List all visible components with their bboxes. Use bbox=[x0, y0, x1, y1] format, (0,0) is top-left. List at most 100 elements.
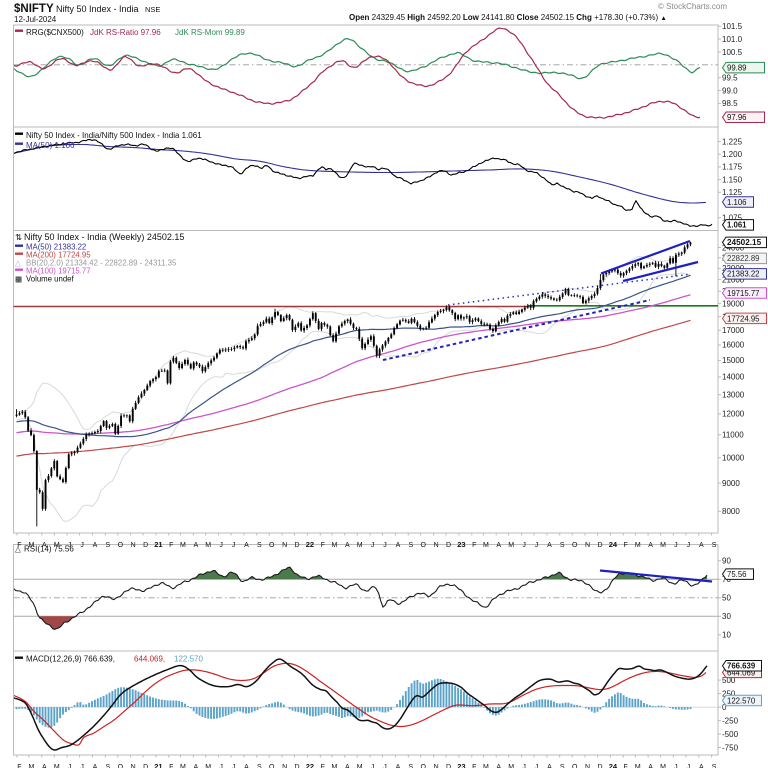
svg-text:O: O bbox=[572, 542, 578, 549]
svg-text:S: S bbox=[712, 542, 717, 549]
svg-text:Volume undef: Volume undef bbox=[26, 275, 75, 284]
svg-text:A: A bbox=[396, 542, 401, 549]
svg-text:98.5: 98.5 bbox=[722, 99, 738, 108]
svg-text:M: M bbox=[54, 764, 60, 768]
svg-text:11000: 11000 bbox=[722, 431, 744, 440]
svg-text:1.225: 1.225 bbox=[722, 137, 743, 146]
svg-text:D: D bbox=[446, 542, 451, 549]
svg-text:M: M bbox=[508, 764, 514, 768]
svg-text:J: J bbox=[232, 764, 236, 768]
svg-text:A: A bbox=[496, 764, 501, 768]
svg-text:Nifty 50 Index - India: Nifty 50 Index - India bbox=[56, 4, 139, 14]
svg-text:F: F bbox=[321, 764, 325, 768]
svg-text:A: A bbox=[699, 542, 704, 549]
svg-text:S: S bbox=[712, 764, 717, 768]
svg-text:D: D bbox=[143, 764, 148, 768]
svg-text:NSE: NSE bbox=[145, 5, 160, 14]
svg-text:⇅: ⇅ bbox=[15, 232, 22, 242]
svg-text:22: 22 bbox=[306, 540, 314, 549]
svg-text:D: D bbox=[597, 764, 602, 768]
svg-text:J: J bbox=[674, 764, 678, 768]
svg-text:M: M bbox=[635, 542, 641, 549]
svg-text:21: 21 bbox=[154, 540, 162, 549]
svg-text:101.5: 101.5 bbox=[722, 22, 743, 31]
svg-text:A: A bbox=[648, 764, 653, 768]
svg-text:F: F bbox=[169, 764, 173, 768]
svg-text:A: A bbox=[42, 542, 47, 549]
svg-text:J: J bbox=[535, 542, 539, 549]
svg-text:766.639: 766.639 bbox=[727, 662, 756, 671]
svg-text:J: J bbox=[522, 542, 526, 549]
svg-text:10: 10 bbox=[722, 631, 731, 640]
svg-text:F: F bbox=[624, 542, 628, 549]
svg-text:F: F bbox=[624, 764, 628, 768]
svg-text:N: N bbox=[131, 542, 136, 549]
svg-text:644.069,: 644.069, bbox=[134, 655, 165, 664]
svg-text:97.96: 97.96 bbox=[727, 113, 747, 122]
svg-text:15000: 15000 bbox=[722, 356, 745, 365]
svg-text:A: A bbox=[547, 764, 552, 768]
svg-text:1.075: 1.075 bbox=[722, 214, 743, 223]
svg-text:0: 0 bbox=[722, 703, 727, 712]
svg-text:S: S bbox=[408, 764, 413, 768]
svg-text:S: S bbox=[560, 764, 565, 768]
svg-text:12000: 12000 bbox=[722, 410, 745, 419]
svg-text:JdK RS-Mom 99.89: JdK RS-Mom 99.89 bbox=[175, 28, 245, 37]
svg-text:10000: 10000 bbox=[722, 454, 745, 463]
svg-text:A: A bbox=[193, 542, 198, 549]
svg-text:101.0: 101.0 bbox=[722, 35, 743, 44]
svg-text:M: M bbox=[357, 542, 363, 549]
svg-text:$NIFTY: $NIFTY bbox=[14, 3, 54, 15]
svg-text:A: A bbox=[244, 764, 249, 768]
svg-text:50: 50 bbox=[722, 594, 731, 603]
svg-text:N: N bbox=[131, 764, 136, 768]
svg-text:M: M bbox=[180, 542, 186, 549]
svg-text:99.89: 99.89 bbox=[727, 64, 747, 73]
svg-text:A: A bbox=[93, 764, 98, 768]
svg-text:J: J bbox=[371, 764, 375, 768]
svg-text:75.56: 75.56 bbox=[727, 570, 747, 579]
svg-text:A: A bbox=[345, 542, 350, 549]
svg-text:J: J bbox=[219, 764, 223, 768]
svg-text:16000: 16000 bbox=[722, 341, 745, 350]
svg-text:F: F bbox=[472, 542, 476, 549]
svg-text:21: 21 bbox=[154, 762, 162, 768]
svg-text:14000: 14000 bbox=[722, 373, 745, 382]
svg-text:A: A bbox=[93, 542, 98, 549]
svg-text:N: N bbox=[434, 542, 439, 549]
svg-text:BB(20,2.0) 21334.42 - 22822.89: BB(20,2.0) 21334.42 - 22822.89 - 24311.3… bbox=[26, 259, 177, 268]
svg-text:M: M bbox=[357, 764, 363, 768]
svg-text:MA(200) 17724.95: MA(200) 17724.95 bbox=[26, 251, 91, 260]
svg-text:-750: -750 bbox=[722, 743, 739, 752]
svg-text:1.125: 1.125 bbox=[722, 188, 743, 197]
svg-text:O: O bbox=[269, 764, 275, 768]
svg-text:21383.22: 21383.22 bbox=[727, 270, 760, 279]
svg-text:M: M bbox=[28, 542, 34, 549]
svg-text:A: A bbox=[345, 764, 350, 768]
svg-text:M: M bbox=[483, 542, 489, 549]
svg-text:M: M bbox=[28, 764, 34, 768]
svg-text:J: J bbox=[383, 542, 387, 549]
svg-text:F: F bbox=[321, 542, 325, 549]
svg-text:D: D bbox=[294, 542, 299, 549]
svg-text:1.200: 1.200 bbox=[722, 150, 743, 159]
svg-text:M: M bbox=[483, 764, 489, 768]
svg-text:RSI(14) 75.56: RSI(14) 75.56 bbox=[24, 545, 74, 554]
svg-text:A: A bbox=[648, 542, 653, 549]
svg-text:O: O bbox=[420, 764, 426, 768]
svg-text:M: M bbox=[331, 764, 337, 768]
svg-text:M: M bbox=[205, 764, 211, 768]
svg-text:J: J bbox=[68, 764, 72, 768]
svg-text:500: 500 bbox=[722, 676, 736, 685]
svg-text:O: O bbox=[572, 764, 578, 768]
svg-text:19715.77: 19715.77 bbox=[727, 289, 760, 298]
svg-text:A: A bbox=[396, 764, 401, 768]
svg-text:O: O bbox=[420, 542, 426, 549]
svg-text:J: J bbox=[371, 542, 375, 549]
svg-text:MA(50) 1.106: MA(50) 1.106 bbox=[26, 141, 75, 150]
svg-text:12-Jul-2024: 12-Jul-2024 bbox=[14, 15, 57, 24]
svg-text:30: 30 bbox=[722, 612, 731, 621]
svg-text:24502.15: 24502.15 bbox=[727, 238, 762, 247]
svg-text:1.106: 1.106 bbox=[727, 198, 747, 207]
svg-text:F: F bbox=[472, 764, 476, 768]
